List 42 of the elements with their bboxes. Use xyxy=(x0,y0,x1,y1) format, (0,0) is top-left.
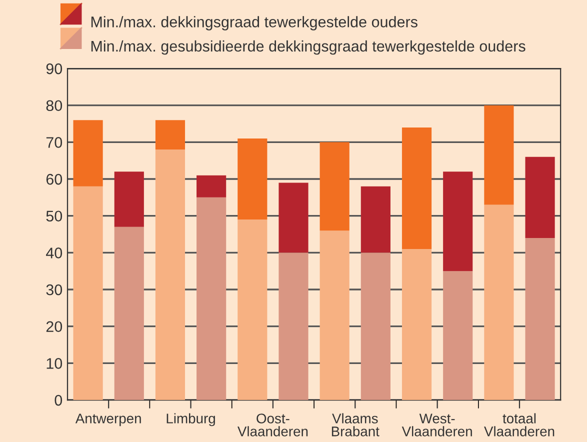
bar xyxy=(155,150,186,400)
x-tick-label: totaal Vlaanderen xyxy=(484,413,554,436)
bar xyxy=(320,230,350,400)
bar xyxy=(320,142,350,231)
bar xyxy=(443,271,473,400)
bar xyxy=(360,252,390,400)
y-tick-label: 10 xyxy=(46,358,62,369)
y-tick-label: 60 xyxy=(46,174,62,185)
x-tick-label: Limburg xyxy=(166,413,215,426)
bar xyxy=(155,120,186,150)
bar xyxy=(114,226,144,400)
bar xyxy=(238,220,268,400)
legend-label: Min./max. dekkingsgraad tewerkgestelde ouders xyxy=(91,16,418,30)
bar xyxy=(73,120,103,186)
bar xyxy=(238,138,268,220)
y-tick-label: 40 xyxy=(46,248,62,258)
bar xyxy=(114,172,144,227)
bar xyxy=(360,186,390,253)
bar xyxy=(443,172,473,272)
y-tick-label: 20 xyxy=(46,321,62,332)
x-tick-label: West- Vlaanderen xyxy=(402,414,472,436)
bar xyxy=(402,248,432,400)
y-tick-label: 90 xyxy=(46,63,62,74)
bar xyxy=(196,197,226,400)
bar xyxy=(278,182,308,253)
bar xyxy=(73,186,103,400)
bar xyxy=(278,252,308,400)
bar xyxy=(402,127,432,249)
y-tick-label: 30 xyxy=(46,284,62,296)
y-tick-label: 70 xyxy=(46,137,62,148)
legend-label: Min./max. gesubsidieerde dekkingsgraad tewerkgestelde ouders xyxy=(91,40,526,55)
y-tick-label: 50 xyxy=(46,210,62,222)
bar xyxy=(525,156,555,238)
bar xyxy=(484,204,514,400)
bar xyxy=(196,175,226,198)
y-tick-label: 0 xyxy=(54,394,62,406)
y-tick-label: 80 xyxy=(46,100,62,112)
x-tick-label: Oost- Vlaanderen xyxy=(237,414,308,436)
x-tick-label: Antwerpen xyxy=(75,414,141,426)
x-tick-label: Vlaams Brabant xyxy=(332,413,380,436)
bar xyxy=(484,105,514,205)
bar xyxy=(525,238,555,400)
